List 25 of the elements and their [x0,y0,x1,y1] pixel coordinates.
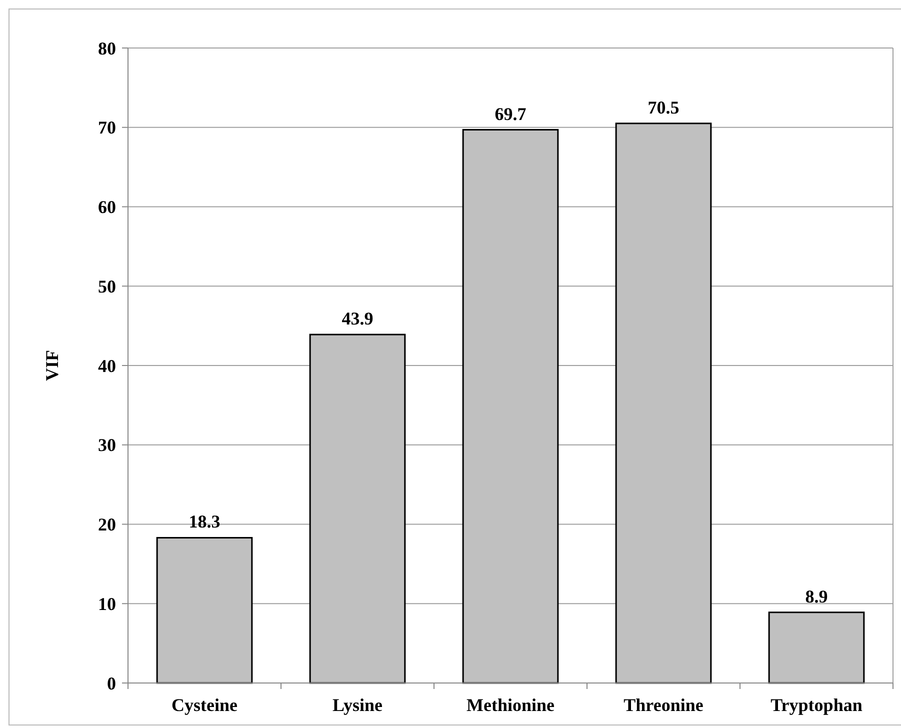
bar [156,536,253,684]
data-label: 18.3 [188,512,220,532]
y-tick-label: 10 [98,594,116,614]
y-tick-label: 80 [98,38,116,58]
data-label: 70.5 [648,97,680,118]
x-tick-label: Cysteine [172,695,238,715]
bar [768,612,865,684]
y-tick-label: 60 [98,197,116,218]
y-tick-label: 30 [98,435,116,456]
bar [309,334,406,684]
x-tick-label: Threonine [624,695,704,715]
data-label: 8.9 [805,586,828,606]
y-tick-label: 0 [107,673,116,694]
bar [615,122,712,684]
x-tick-label: Lysine [332,695,383,715]
x-tick-label: Methionine [466,695,555,715]
y-tick-label: 20 [98,514,116,535]
y-tick-label: 70 [98,118,116,138]
y-tick-label: 50 [98,276,116,296]
bar [462,129,559,684]
y-axis-title: VIF [42,350,62,381]
data-label: 69.7 [494,104,526,124]
data-label: 43.9 [342,308,374,329]
y-tick-label: 40 [98,356,116,376]
x-tick-label: Tryptophan [770,695,862,715]
